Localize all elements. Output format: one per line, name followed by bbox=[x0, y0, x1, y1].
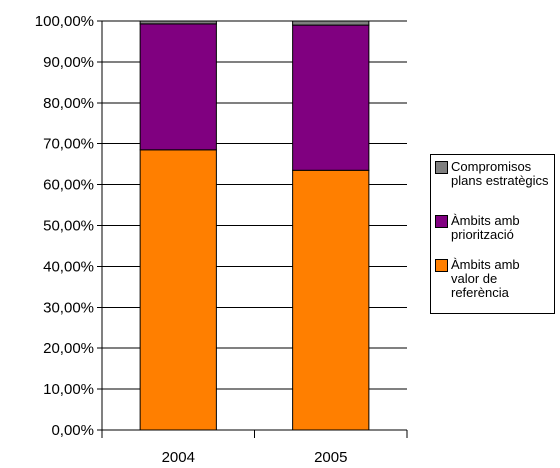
y-tick-label: 80,00% bbox=[43, 95, 94, 112]
y-tick-label: 50,00% bbox=[43, 218, 94, 235]
legend-swatch-prioritzacio bbox=[435, 215, 448, 228]
legend-label-valor-referencia: Àmbits amb valor de referència bbox=[451, 257, 520, 300]
bar-segment bbox=[139, 20, 217, 25]
bar-segment bbox=[292, 24, 370, 171]
axes bbox=[97, 20, 408, 438]
y-tick-label: 70,00% bbox=[43, 136, 94, 153]
bar-segment bbox=[292, 20, 370, 26]
y-tick-label: 40,00% bbox=[43, 258, 94, 275]
bar-segment bbox=[292, 169, 370, 431]
y-tick-label: 0,00% bbox=[51, 422, 94, 439]
y-tick-label: 100,00% bbox=[35, 13, 94, 30]
bar-segment bbox=[139, 149, 217, 431]
y-tick-label: 10,00% bbox=[43, 381, 94, 398]
legend-item-prioritzacio: Àmbits amb priorització bbox=[435, 214, 551, 242]
y-tick-label: 60,00% bbox=[43, 177, 94, 194]
bar-segment bbox=[139, 23, 217, 151]
y-tick-label: 20,00% bbox=[43, 340, 94, 357]
legend-swatch-compromisos bbox=[435, 161, 448, 174]
y-tick-label: 30,00% bbox=[43, 299, 94, 316]
legend-swatch-valor-referencia bbox=[435, 259, 448, 272]
x-tick-label: 2004 bbox=[162, 449, 195, 466]
y-tick-label: 90,00% bbox=[43, 54, 94, 71]
legend: Compromisos plans estratègics Àmbits amb… bbox=[430, 154, 555, 314]
legend-label-prioritzacio: Àmbits amb priorització bbox=[451, 213, 520, 242]
legend-item-valor-referencia: Àmbits amb valor de referència bbox=[435, 258, 551, 300]
tick-labels: 0,00% 10,00% 20,00% 30,00% 40,00% 50,00% 60,00… bbox=[35, 13, 348, 466]
legend-item-compromisos: Compromisos plans estratègics bbox=[435, 160, 551, 188]
bars bbox=[139, 20, 370, 431]
x-tick-label: 2005 bbox=[314, 449, 347, 466]
legend-label-compromisos: Compromisos plans estratègics bbox=[451, 159, 549, 188]
